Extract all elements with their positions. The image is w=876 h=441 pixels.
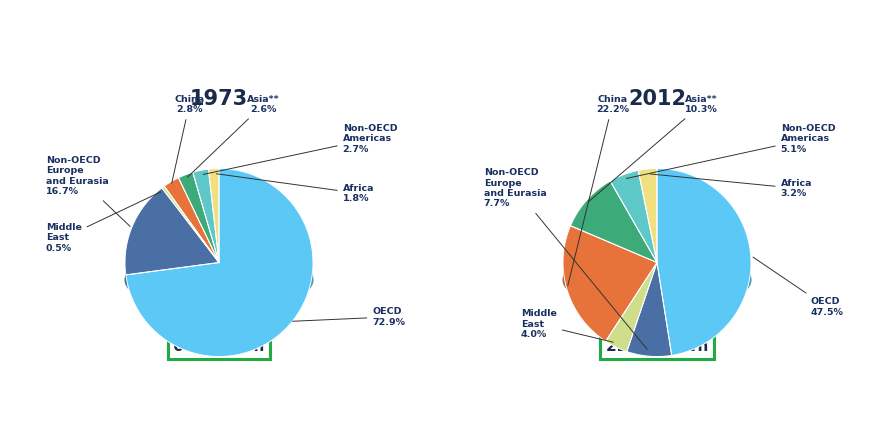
Text: Non-OECD
Europe
and Eurasia
7.7%: Non-OECD Europe and Eurasia 7.7% [484, 168, 647, 349]
Polygon shape [605, 262, 657, 351]
Text: Asia**
10.3%: Asia** 10.3% [589, 95, 718, 202]
Ellipse shape [563, 248, 751, 312]
Polygon shape [611, 171, 657, 262]
Text: OECD
72.9%: OECD 72.9% [293, 307, 406, 327]
Polygon shape [179, 172, 219, 262]
Polygon shape [125, 188, 219, 275]
Polygon shape [570, 181, 657, 262]
Text: OECD
47.5%: OECD 47.5% [753, 257, 844, 317]
Text: Middle
East
0.5%: Middle East 0.5% [46, 192, 160, 253]
Polygon shape [657, 168, 751, 355]
Polygon shape [627, 293, 672, 312]
Text: Non-OECD
Americas
2.7%: Non-OECD Americas 2.7% [203, 124, 398, 175]
Text: 22 668 TWh: 22 668 TWh [606, 339, 708, 354]
Text: Africa
3.2%: Africa 3.2% [650, 174, 812, 198]
Text: Non-OECD
Europe
and Eurasia
16.7%: Non-OECD Europe and Eurasia 16.7% [46, 156, 131, 227]
Polygon shape [162, 186, 219, 262]
Polygon shape [563, 226, 657, 341]
Polygon shape [193, 169, 219, 262]
Text: 1973: 1973 [190, 90, 248, 109]
Text: 2012: 2012 [628, 90, 686, 109]
Ellipse shape [125, 248, 313, 312]
Polygon shape [627, 262, 672, 356]
Polygon shape [605, 289, 627, 310]
Text: Africa
1.8%: Africa 1.8% [216, 174, 374, 203]
Polygon shape [563, 262, 605, 307]
Text: 6 129 TWh: 6 129 TWh [173, 339, 265, 354]
Text: Middle
East
4.0%: Middle East 4.0% [521, 310, 613, 342]
Text: Non-OECD
Americas
5.1%: Non-OECD Americas 5.1% [626, 124, 836, 179]
Text: China
2.8%: China 2.8% [172, 95, 204, 183]
Polygon shape [208, 168, 219, 262]
Polygon shape [164, 178, 219, 262]
Polygon shape [639, 168, 657, 262]
Text: Asia**
2.6%: Asia** 2.6% [187, 95, 279, 177]
Polygon shape [126, 263, 313, 312]
Polygon shape [672, 263, 751, 312]
Polygon shape [126, 168, 313, 356]
Text: China
22.2%: China 22.2% [568, 95, 629, 286]
